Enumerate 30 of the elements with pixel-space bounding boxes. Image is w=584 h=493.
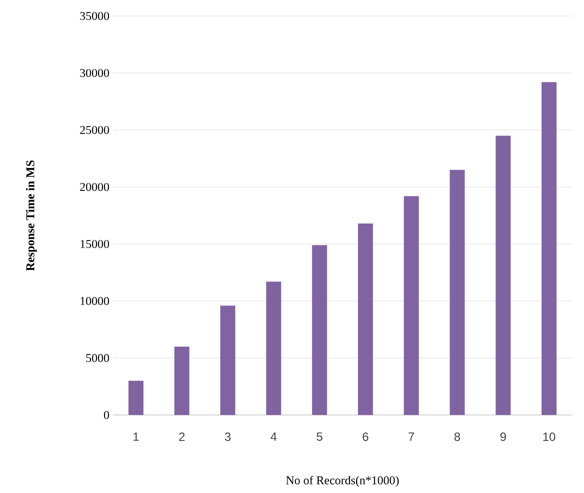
- x-tick-label: 10: [543, 432, 556, 441]
- x-tick-label: 1: [134, 432, 139, 441]
- x-tick-label: 3: [224, 432, 231, 441]
- bar: [266, 282, 282, 416]
- x-tick-label: 4: [270, 432, 277, 441]
- bar: [174, 346, 190, 416]
- bar: [220, 306, 236, 416]
- y-tick-label: 10000: [80, 296, 110, 306]
- bar: [358, 223, 373, 416]
- bar: [542, 82, 557, 416]
- bar: [450, 170, 465, 416]
- y-tick-label: 20000: [80, 182, 110, 192]
- y-axis-title: Response Time in MS: [26, 160, 37, 271]
- bar: [404, 196, 419, 416]
- x-axis-title: No of Records(n*1000): [286, 476, 399, 487]
- x-tick-label: 6: [362, 432, 368, 441]
- bar: [128, 380, 144, 416]
- x-tick-label: 5: [316, 432, 322, 441]
- x-tick-label: 9: [500, 432, 506, 441]
- x-tick-label: 8: [454, 432, 460, 441]
- bar: [496, 136, 511, 416]
- x-tick-label: 2: [179, 432, 185, 441]
- x-tick-label: 7: [408, 432, 414, 441]
- bar: [312, 245, 328, 416]
- y-tick-label: 25000: [80, 126, 110, 134]
- y-tick-label: 15000: [80, 240, 110, 248]
- y-tick-label: 0: [104, 410, 110, 420]
- y-tick-label: 30000: [80, 68, 110, 78]
- y-tick-label: 35000: [80, 12, 110, 20]
- y-tick-label: 5000: [86, 354, 110, 362]
